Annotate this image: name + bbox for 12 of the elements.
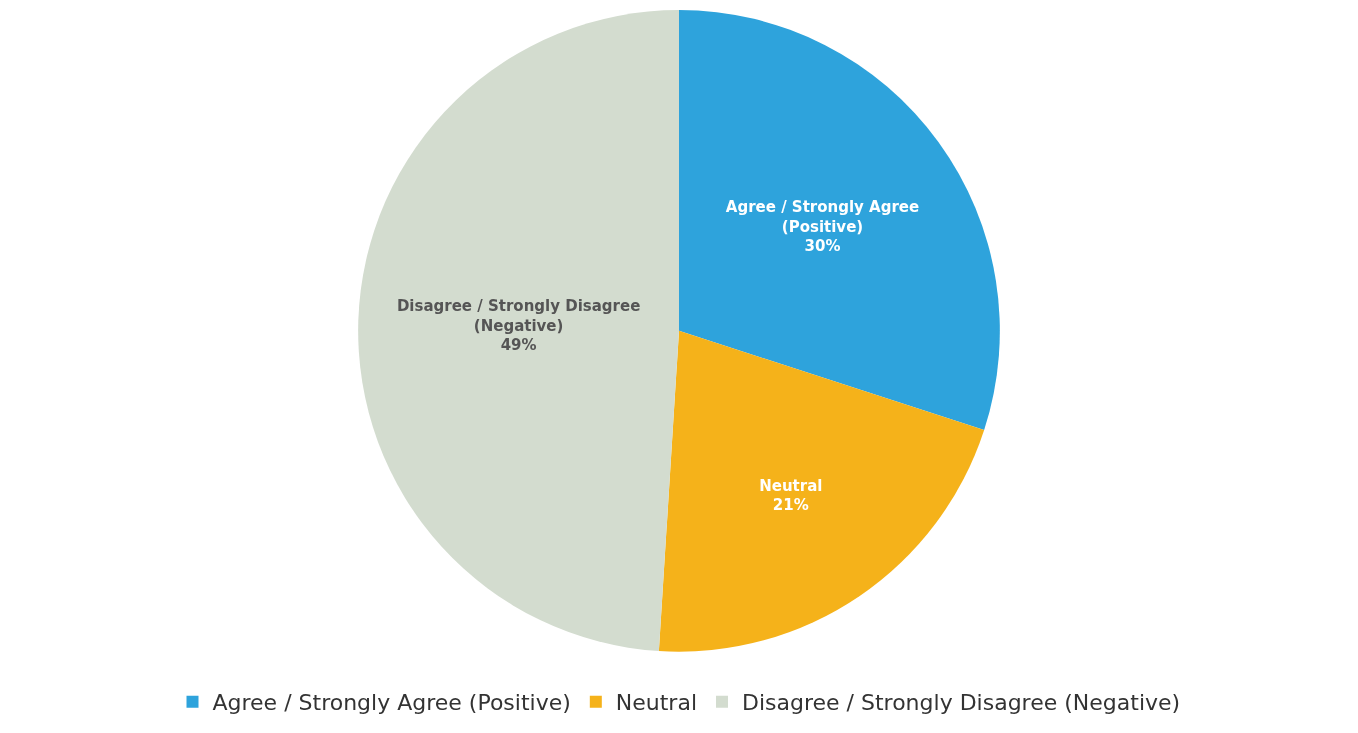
slice-label: Neutral xyxy=(759,476,823,495)
data-label: 49% xyxy=(500,336,537,355)
legend-label: Disagree / Strongly Disagree (Negative) xyxy=(742,690,1181,716)
slice-label: Disagree / Strongly Disagree (Negative) xyxy=(396,297,641,335)
data-label: 21% xyxy=(772,496,809,515)
pie-slice xyxy=(658,330,985,652)
pie-slice xyxy=(679,10,1000,430)
legend-label: Agree / Strongly Agree (Positive) xyxy=(212,690,571,716)
legend-label: Neutral xyxy=(615,690,698,716)
slice-label: Agree / Strongly Agree (Positive) xyxy=(725,198,920,236)
pie-slice xyxy=(358,10,679,652)
data-label: 30% xyxy=(804,237,841,256)
